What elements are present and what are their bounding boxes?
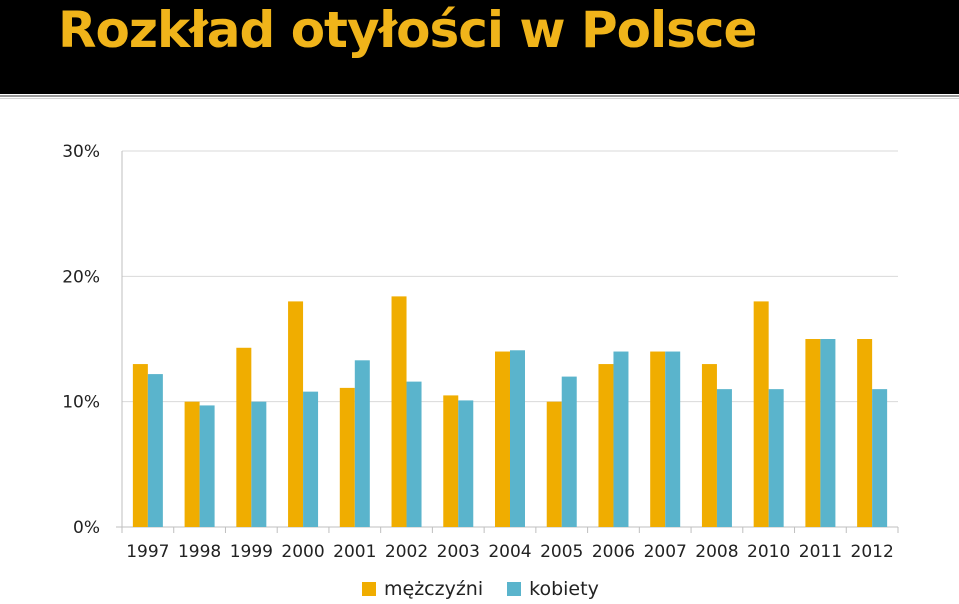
x-tick-label: 2012: [851, 542, 894, 562]
bar-women: [665, 351, 681, 527]
bar-men: [236, 347, 252, 527]
bar-men: [391, 296, 407, 527]
header-rule: [0, 95, 959, 97]
legend-item-women: kobiety: [507, 578, 599, 600]
bar-men: [184, 401, 200, 527]
bar-women: [406, 381, 422, 527]
legend-swatch-women: [507, 582, 522, 596]
y-tick-label: 0%: [73, 518, 100, 538]
bar-women: [147, 374, 163, 527]
bar-men: [339, 387, 355, 527]
legend: mężczyźni kobiety: [362, 576, 599, 602]
x-tick-label: 2001: [333, 542, 376, 562]
legend-item-men: mężczyźni: [362, 578, 483, 600]
x-tick-label: 2010: [747, 542, 790, 562]
x-tick-label: 2008: [695, 542, 738, 562]
x-tick-label: 2007: [644, 542, 687, 562]
bar-men: [598, 364, 614, 527]
legend-label-men: mężczyźni: [384, 578, 484, 600]
bar-men: [288, 301, 304, 527]
bar-women: [820, 339, 836, 527]
x-tick-label: 1998: [178, 542, 221, 562]
bar-men: [857, 339, 873, 527]
bar-men: [753, 301, 769, 527]
bar-men: [805, 339, 821, 527]
bar-women: [251, 401, 267, 527]
bar-women: [768, 389, 784, 527]
x-tick-label: 2005: [540, 542, 583, 562]
y-tick-label: 10%: [62, 393, 100, 413]
x-tick-label: 2011: [799, 542, 842, 562]
bar-women: [872, 389, 888, 527]
x-tick-label: 2000: [281, 542, 324, 562]
page-title: Rozkład otyłości w Polsce: [58, 1, 757, 59]
bar-men: [132, 364, 148, 527]
bar-men: [495, 351, 510, 527]
bar-women: [303, 391, 319, 527]
x-tick-label: 2002: [385, 542, 428, 562]
x-tick-label: 1999: [230, 542, 273, 562]
bar-women: [354, 360, 370, 527]
x-tick-label: 2004: [488, 542, 531, 562]
bar-men: [443, 395, 459, 527]
bar-women: [561, 376, 577, 527]
bar-women: [458, 400, 474, 527]
header-rule-light: [0, 98, 959, 99]
y-tick-label: 30%: [62, 142, 100, 162]
bar-men: [701, 364, 717, 527]
title-banner: Rozkład otyłości w Polsce: [0, 0, 959, 94]
x-tick-label: 2003: [437, 542, 480, 562]
x-tick-label: 1997: [126, 542, 169, 562]
bar-men: [546, 401, 562, 527]
bar-women: [510, 350, 525, 527]
bar-men: [650, 351, 666, 527]
legend-swatch-men: [362, 582, 376, 596]
y-tick-label: 20%: [62, 267, 100, 287]
bar-women: [613, 351, 629, 527]
bar-women: [716, 389, 732, 527]
legend-label-women: kobiety: [529, 578, 599, 600]
bar-women: [199, 405, 215, 527]
x-tick-label: 2006: [592, 542, 635, 562]
